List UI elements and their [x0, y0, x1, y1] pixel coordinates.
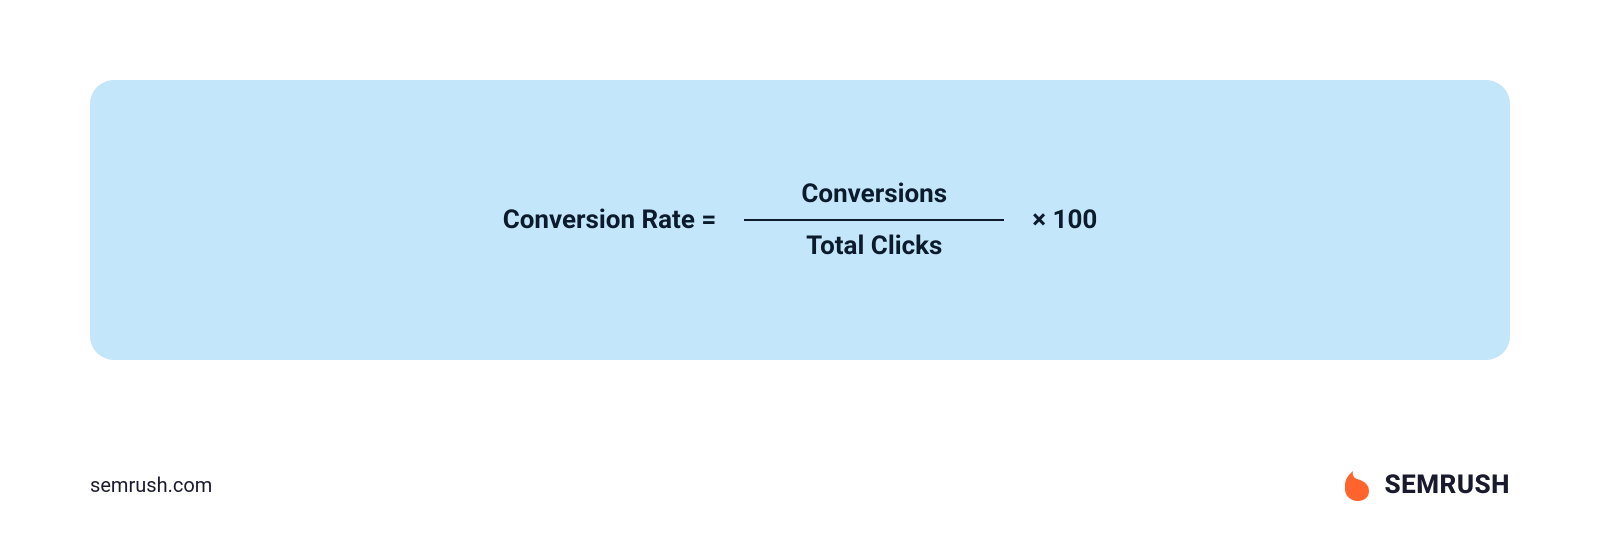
- formula-fraction: Conversions Total Clicks: [744, 169, 1004, 271]
- formula-numerator: Conversions: [801, 169, 947, 219]
- flame-icon: [1339, 467, 1375, 503]
- brand-name: SEMRUSH: [1385, 470, 1510, 500]
- formula-denominator: Total Clicks: [806, 221, 942, 271]
- footer-url: semrush.com: [90, 473, 212, 497]
- formula-lhs: Conversion Rate =: [503, 205, 717, 235]
- formula-card: Conversion Rate = Conversions Total Clic…: [90, 80, 1510, 360]
- brand: SEMRUSH: [1339, 467, 1510, 503]
- footer: semrush.com SEMRUSH: [90, 467, 1510, 503]
- formula: Conversion Rate = Conversions Total Clic…: [503, 169, 1098, 271]
- formula-multiplier: × 100: [1032, 205, 1097, 235]
